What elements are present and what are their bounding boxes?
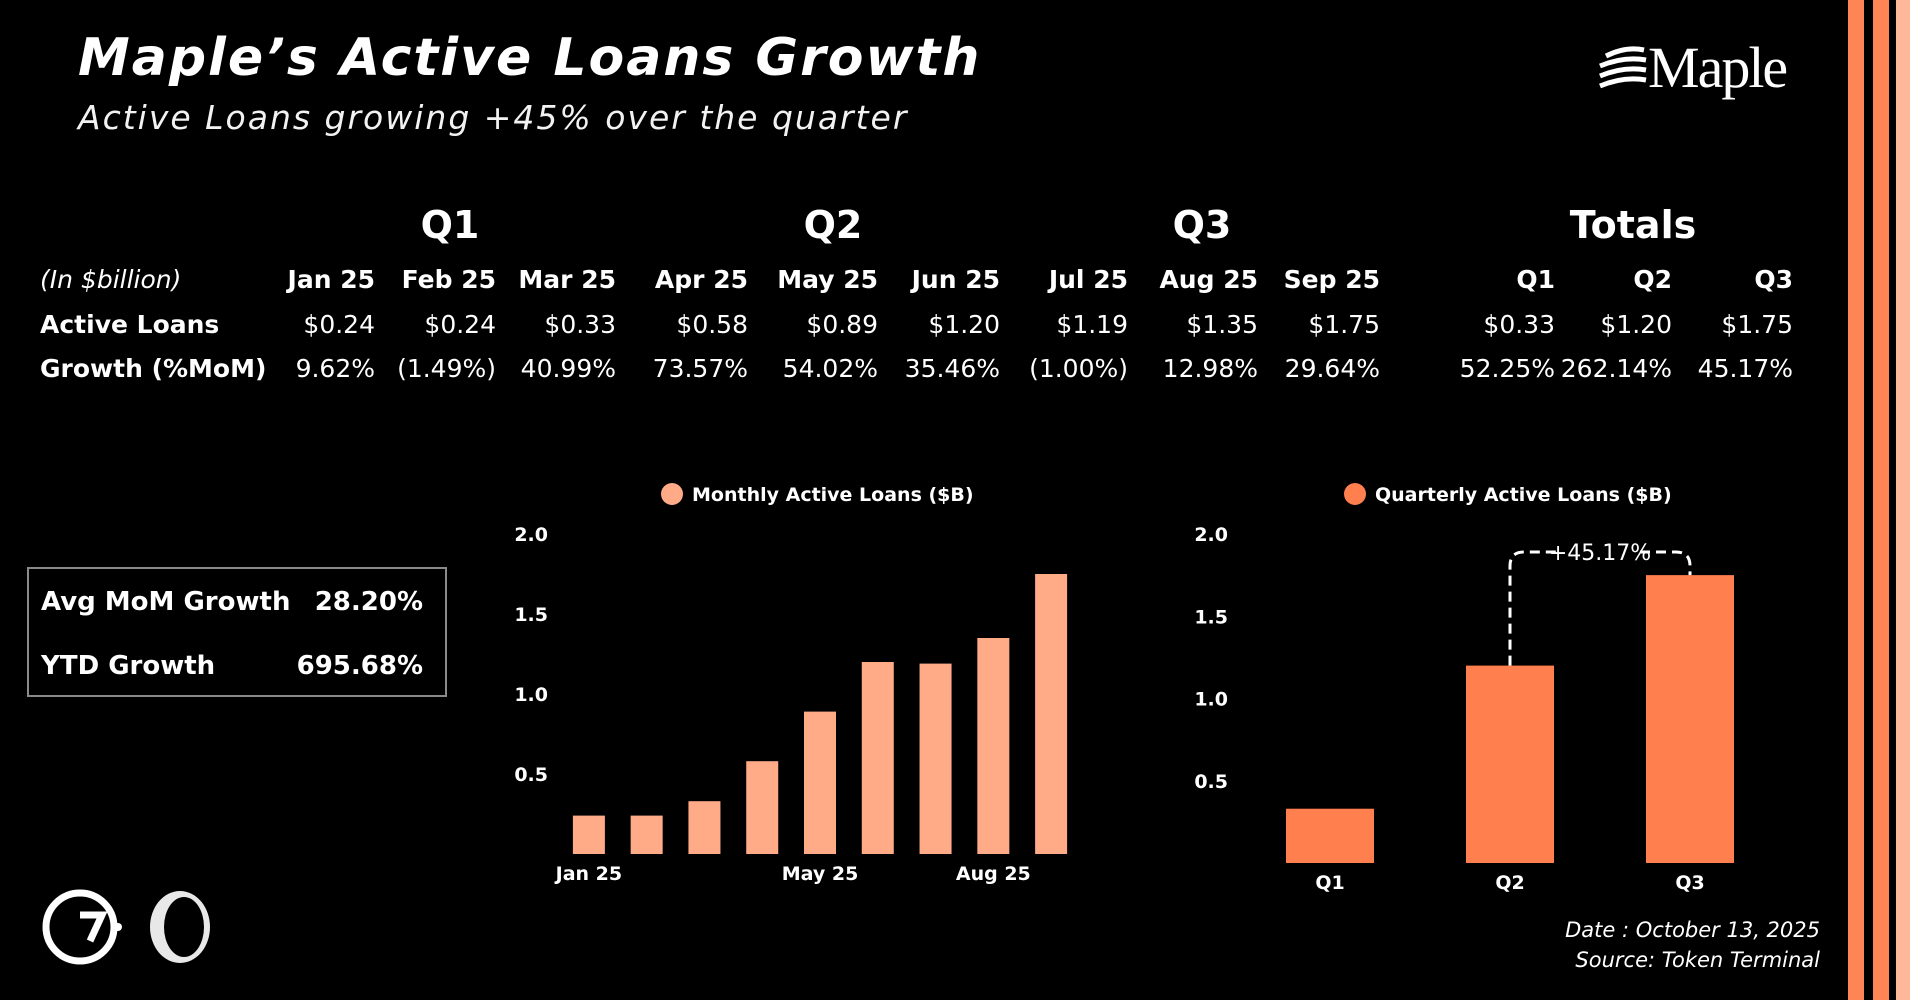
month-header: Jun 25: [911, 265, 1000, 294]
total-cell: 52.25%: [1459, 354, 1555, 383]
brand-name: Maple: [1648, 35, 1788, 100]
growth-annotation: +45.17%: [1549, 541, 1651, 566]
table-cell: $1.35: [1186, 310, 1258, 339]
table-cell: $0.24: [424, 310, 496, 339]
total-cell: 262.14%: [1560, 354, 1672, 383]
bar: [572, 815, 605, 854]
accent-stripe: [1848, 0, 1864, 1000]
page-title: Maple’s Active Loans Growth: [78, 28, 982, 88]
row-label-growth: Growth (%MoM): [40, 354, 267, 383]
y-tick-label: 1.0: [1194, 689, 1228, 711]
month-header: Jan 25: [287, 265, 375, 294]
table-cell: $1.75: [1308, 310, 1380, 339]
month-header: Mar 25: [518, 265, 616, 294]
avg-mom-growth-value: 28.20%: [314, 587, 423, 617]
monthly-active-loans-chart: Monthly Active Loans ($B) 0.5 1.0 1.5 2.0 Jan…: [514, 483, 1068, 885]
table-cell: (1.00%): [1029, 354, 1128, 383]
month-header: May 25: [777, 265, 878, 294]
total-cell: $1.20: [1600, 310, 1672, 339]
total-header: Q1: [1516, 265, 1555, 294]
y-tick-label: 0.5: [514, 764, 548, 786]
bar: [861, 662, 894, 854]
bar: [688, 801, 721, 854]
accent-stripe: [1896, 0, 1910, 1000]
growth-connector: [1508, 550, 1692, 666]
accent-stripe: [1873, 0, 1889, 1000]
bar: [1035, 574, 1068, 854]
bar: [919, 663, 952, 854]
quarter-header-q1: Q1: [420, 203, 480, 247]
quarter-header-totals: Totals: [1569, 203, 1697, 247]
bar: [746, 761, 779, 854]
legend-label: Quarterly Active Loans ($B): [1375, 484, 1672, 506]
table-cell: 9.62%: [295, 354, 375, 383]
legend-marker: [1344, 483, 1366, 505]
x-tick-label: Q3: [1675, 872, 1704, 894]
y-tick-label: 1.0: [514, 684, 548, 706]
table-cell: 73.57%: [652, 354, 748, 383]
ytd-growth-label: YTD Growth: [41, 651, 216, 681]
quarterly-active-loans-chart: Quarterly Active Loans ($B) 0.5 1.0 1.5 2.0 Q…: [1194, 483, 1734, 894]
table-cell: 29.64%: [1284, 354, 1380, 383]
bar: [1466, 665, 1554, 863]
total-cell: $1.75: [1721, 310, 1793, 339]
table-cell: 35.46%: [904, 354, 1000, 383]
month-header: Jul 25: [1048, 265, 1128, 294]
date-label: Date : October 13, 2025: [1565, 918, 1820, 942]
table-cell: $1.19: [1056, 310, 1128, 339]
unit-label: (In $billion): [40, 265, 182, 294]
y-tick-label: 2.0: [1194, 524, 1228, 546]
summary-box: Avg MoM Growth 28.20% YTD Growth 695.68%: [27, 567, 447, 697]
total-cell: 45.17%: [1697, 354, 1793, 383]
x-tick-label: Jan 25: [554, 863, 622, 885]
ring-logo-icon: [150, 891, 210, 963]
bar: [630, 815, 663, 854]
table-cell: $0.33: [544, 310, 616, 339]
bar: [977, 638, 1010, 854]
legend-label: Monthly Active Loans ($B): [692, 484, 974, 506]
total-header: Q2: [1633, 265, 1672, 294]
x-tick-label: Q2: [1495, 872, 1524, 894]
maple-logo: Maple: [1596, 34, 1816, 104]
row-label-active-loans: Active Loans: [40, 310, 220, 339]
total-header: Q3: [1754, 265, 1793, 294]
x-tick-label: Aug 25: [956, 863, 1031, 885]
y-tick-label: 1.5: [514, 604, 548, 626]
page-subtitle: Active Loans growing +45% over the quart…: [78, 98, 909, 137]
table-cell: $0.58: [676, 310, 748, 339]
table-cell: $0.24: [303, 310, 375, 339]
table-cell: 12.98%: [1162, 354, 1258, 383]
table-cell: 40.99%: [520, 354, 616, 383]
bar: [804, 711, 836, 854]
avg-mom-growth-label: Avg MoM Growth: [41, 587, 291, 617]
month-header: Sep 25: [1283, 265, 1380, 294]
g7-logo-icon: [42, 889, 122, 965]
x-tick-label: Q1: [1315, 872, 1344, 894]
source-label: Source: Token Terminal: [1575, 948, 1820, 972]
bar: [1646, 575, 1734, 863]
table-cell: (1.49%): [397, 354, 496, 383]
y-tick-label: 0.5: [1194, 771, 1228, 793]
bar: [1286, 808, 1374, 863]
month-header: Feb 25: [401, 265, 496, 294]
table-cell: $1.20: [928, 310, 1000, 339]
month-header: Aug 25: [1159, 265, 1258, 294]
table-cell: $0.89: [806, 310, 878, 339]
quarter-header-q2: Q2: [803, 203, 863, 247]
total-cell: $0.33: [1483, 310, 1555, 339]
y-tick-label: 2.0: [514, 524, 548, 546]
x-tick-label: May 25: [782, 863, 859, 885]
table-cell: 54.02%: [782, 354, 878, 383]
legend-marker: [661, 483, 683, 505]
ytd-growth-value: 695.68%: [296, 651, 423, 681]
quarter-header-q3: Q3: [1172, 203, 1232, 247]
maple-wave-icon: [1599, 46, 1647, 89]
partner-logos: [40, 885, 220, 965]
month-header: Apr 25: [654, 265, 748, 294]
y-tick-label: 1.5: [1194, 606, 1228, 628]
